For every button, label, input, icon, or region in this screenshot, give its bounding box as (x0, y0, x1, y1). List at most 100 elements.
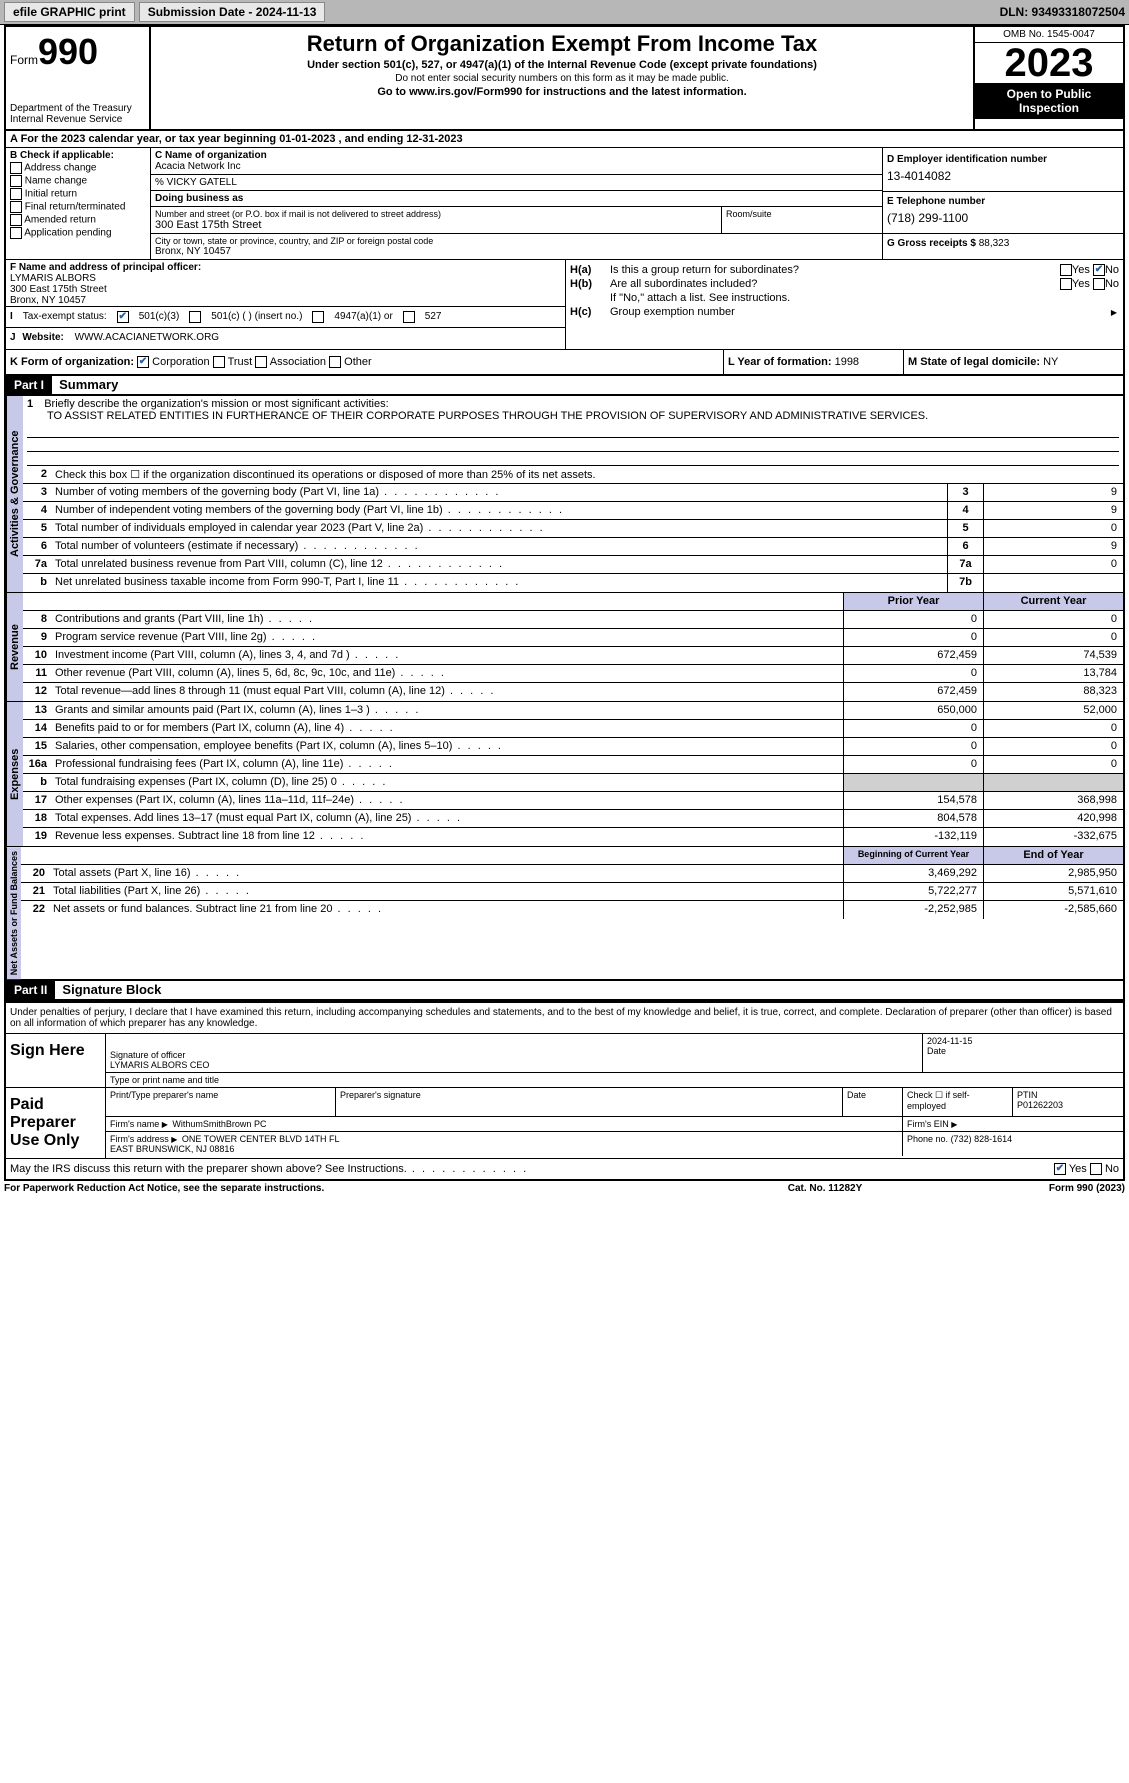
501c-checkbox[interactable] (189, 311, 201, 323)
hb-label: H(b) (570, 278, 610, 290)
officer-street: 300 East 175th Street (10, 284, 561, 295)
section-governance: Activities & Governance 1 Briefly descri… (6, 396, 1123, 593)
ha-label: H(a) (570, 264, 610, 276)
gov-line-7a: 7aTotal unrelated business revenue from … (23, 556, 1123, 574)
year-formation-label: L Year of formation: (728, 356, 832, 368)
firm-name: WithumSmithBrown PC (172, 1119, 266, 1129)
care-of: % VICKY GATELL (151, 175, 882, 191)
sig-date: 2024-11-15 (927, 1036, 1119, 1046)
gov-line-2: 2Check this box ☐ if the organization di… (23, 466, 1123, 484)
ha-text: Is this a group return for subordinates? (610, 264, 1056, 276)
hb-yes[interactable] (1060, 278, 1072, 290)
line-21: 21Total liabilities (Part X, line 26)5,7… (21, 883, 1123, 901)
form-title: Return of Organization Exempt From Incom… (155, 31, 969, 57)
street-label: Number and street (or P.O. box if mail i… (155, 209, 717, 219)
form-label: Form (10, 53, 38, 67)
sign-here-label: Sign Here (6, 1034, 106, 1087)
box-b-opt-0[interactable]: Address change (10, 162, 146, 174)
discuss-yes-label: Yes (1069, 1163, 1087, 1175)
box-h: H(a) Is this a group return for subordin… (566, 260, 1123, 349)
arrow-icon (1111, 306, 1119, 318)
part1-label: Part I (6, 376, 52, 394)
eoy-header: End of Year (983, 847, 1123, 864)
part2-header: Part II Signature Block (6, 981, 1123, 1001)
no-label2: No (1105, 278, 1119, 290)
officer-sig: LYMARIS ALBORS CEO (110, 1060, 918, 1070)
public-inspection: Open to Public Inspection (975, 83, 1123, 119)
line-11: 11Other revenue (Part VIII, column (A), … (23, 665, 1123, 683)
efile-button[interactable]: efile GRAPHIC print (4, 2, 135, 22)
4947-checkbox[interactable] (312, 311, 324, 323)
trust-checkbox[interactable] (213, 356, 225, 368)
discuss-question: May the IRS discuss this return with the… (10, 1163, 1054, 1175)
yes-label2: Yes (1072, 278, 1090, 290)
line-14: 14Benefits paid to or for members (Part … (23, 720, 1123, 738)
mission-label: Briefly describe the organization's miss… (44, 398, 388, 410)
part1-title: Summary (55, 375, 122, 394)
form-header: Form990 Department of the Treasury Inter… (6, 27, 1123, 131)
box-b-opt-4[interactable]: Amended return (10, 214, 146, 226)
box-b-opt-2[interactable]: Initial return (10, 188, 146, 200)
row-j: J Website: WWW.ACACIANETWORK.ORG (6, 327, 565, 347)
discuss-yes[interactable] (1054, 1163, 1066, 1175)
website-value[interactable]: WWW.ACACIANETWORK.ORG (75, 332, 219, 343)
arrow-icon3 (951, 1119, 959, 1129)
prep-name-label: Print/Type preparer's name (110, 1090, 331, 1100)
row-i: I Tax-exempt status: 501(c)(3) 501(c) ( … (6, 306, 565, 327)
officer-city: Bronx, NY 10457 (10, 295, 561, 306)
part2-label: Part II (6, 981, 55, 999)
opt-4947: 4947(a)(1) or (334, 311, 392, 323)
box-d: D Employer identification number 13-4014… (883, 148, 1123, 259)
box-b: B Check if applicable: Address change Na… (6, 148, 151, 259)
domicile: NY (1043, 356, 1058, 368)
box-b-opt-3[interactable]: Final return/terminated (10, 201, 146, 213)
toolbar: efile GRAPHIC print Submission Date - 20… (0, 0, 1129, 25)
line-10: 10Investment income (Part VIII, column (… (23, 647, 1123, 665)
section-net-assets: Net Assets or Fund Balances Beginning of… (6, 847, 1123, 981)
ha-no[interactable] (1093, 264, 1105, 276)
submission-date: Submission Date - 2024-11-13 (139, 2, 326, 22)
row-k: K Form of organization: Corporation Trus… (6, 350, 1123, 376)
row-a-tax-year: A For the 2023 calendar year, or tax yea… (6, 131, 1123, 148)
box-b-label: B Check if applicable: (10, 150, 146, 161)
side-governance: Activities & Governance (6, 396, 23, 592)
phone-value: (718) 299-1100 (887, 207, 1119, 229)
mission-blank1 (27, 424, 1119, 438)
gov-line-3: 3Number of voting members of the governi… (23, 484, 1123, 502)
side-revenue: Revenue (6, 593, 23, 701)
box-b-opt-1[interactable]: Name change (10, 175, 146, 187)
hb-no[interactable] (1093, 278, 1105, 290)
row-i-label: I (10, 311, 13, 323)
arrow-icon4 (171, 1134, 179, 1144)
city-label: City or town, state or province, country… (155, 236, 878, 246)
ha-yes[interactable] (1060, 264, 1072, 276)
line-18: 18Total expenses. Add lines 13–17 (must … (23, 810, 1123, 828)
section-revenue: Revenue Prior Year Current Year 8Contrib… (6, 593, 1123, 702)
discuss-no[interactable] (1090, 1163, 1102, 1175)
ssn-warning: Do not enter social security numbers on … (155, 73, 969, 84)
corp-checkbox[interactable] (137, 356, 149, 368)
form-number: 990 (38, 31, 98, 72)
ptin-label: PTIN (1017, 1090, 1119, 1100)
other-checkbox[interactable] (329, 356, 341, 368)
street-address: 300 East 175th Street (155, 219, 717, 231)
header-left: Form990 Department of the Treasury Inter… (6, 27, 151, 129)
row-fh: F Name and address of principal officer:… (6, 260, 1123, 350)
form-footer: Form 990 (2023) (925, 1183, 1125, 1194)
row-j-label: J (10, 332, 16, 343)
firm-phone: (732) 828-1614 (951, 1134, 1013, 1144)
line-9: 9Program service revenue (Part VIII, lin… (23, 629, 1123, 647)
opt-527: 527 (425, 311, 442, 323)
box-b-opt-5[interactable]: Application pending (10, 227, 146, 239)
527-checkbox[interactable] (403, 311, 415, 323)
line1-num: 1 (27, 398, 33, 410)
assoc-checkbox[interactable] (255, 356, 267, 368)
dln-label: DLN: 93493318072504 (1000, 5, 1125, 19)
catalog-number: Cat. No. 11282Y (725, 1183, 925, 1194)
discuss-no-label: No (1105, 1163, 1119, 1175)
officer-label: F Name and address of principal officer: (10, 262, 561, 273)
goto-link[interactable]: Go to www.irs.gov/Form990 for instructio… (155, 86, 969, 98)
501c3-checkbox[interactable] (117, 311, 129, 323)
paperwork-notice: For Paperwork Reduction Act Notice, see … (4, 1183, 725, 1194)
part2-title: Signature Block (58, 980, 165, 999)
